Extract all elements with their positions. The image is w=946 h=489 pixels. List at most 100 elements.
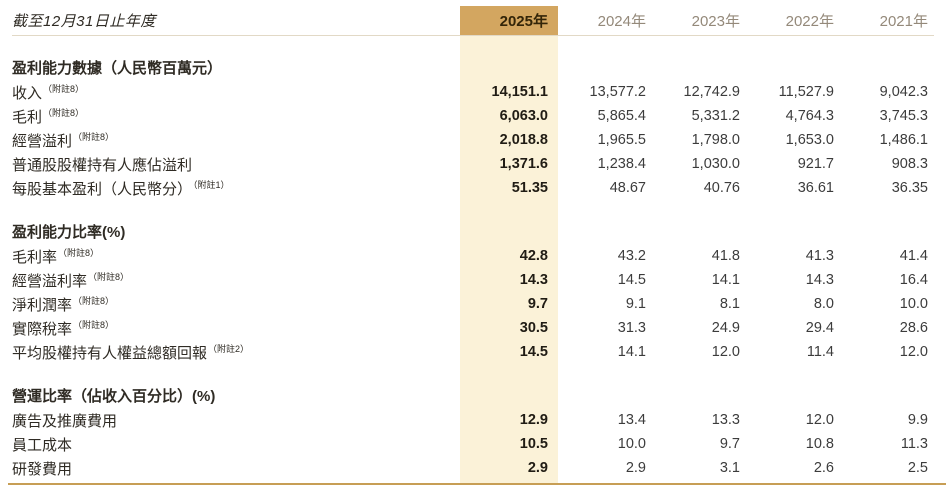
- table-bottom-rule: [8, 483, 946, 485]
- table-header-row: 截至12月31日止年度 2025年 2024年 2023年 2022年 2021…: [12, 6, 934, 36]
- row-label: 經營溢利率（附註8）: [12, 270, 460, 291]
- table-header-period-label: 截至12月31日止年度: [12, 13, 156, 30]
- footnote-ref: （附註8）: [43, 107, 85, 118]
- row-label-text: 實際稅率: [12, 320, 73, 338]
- value-cell: 9.9: [907, 412, 928, 428]
- table-row: 廣告及推廣費用 12.9 13.4 13.3 12.0 9.9: [12, 408, 934, 432]
- table-row: 普通股股權持有人應佔溢利 1,371.6 1,238.4 1,030.0 921.7 90…: [12, 152, 934, 176]
- section-title: 盈利能力比率(%): [12, 223, 126, 241]
- section-title: 盈利能力數據（人民幣百萬元）: [12, 59, 223, 77]
- row-label: 平均股權持有人權益總額回報（附註2）: [12, 342, 460, 363]
- footnote-ref: （附註8）: [43, 83, 85, 94]
- row-label-text: 每股基本盈利（人民幣分）: [12, 180, 193, 198]
- value-cell: 2.9: [527, 460, 548, 476]
- row-label: 淨利潤率（附註8）: [12, 294, 460, 315]
- value-cell: 13.4: [617, 412, 646, 428]
- table-row: 平均股權持有人權益總額回報（附註2） 14.5 14.1 12.0 11.4 12.0: [12, 340, 934, 364]
- value-cell: 14.5: [519, 344, 548, 360]
- section-title-row: 營運比率（佔收入百分比）(%): [12, 382, 934, 408]
- section-title-row: 盈利能力數據（人民幣百萬元）: [12, 54, 934, 80]
- row-label-text: 研發費用: [12, 460, 73, 478]
- footnote-ref: （附註8）: [73, 131, 115, 142]
- value-cell: 1,965.5: [597, 132, 646, 148]
- value-cell: 14.5: [617, 272, 646, 288]
- value-cell: 12.9: [519, 412, 548, 428]
- highlight-column-2025: [460, 6, 558, 483]
- row-label: 收入（附註8）: [12, 82, 460, 103]
- table-header-year-2024: 2024年: [597, 13, 646, 30]
- footnote-ref: （附註2）: [208, 343, 250, 354]
- row-label-text: 淨利潤率: [12, 296, 73, 314]
- row-label: 普通股股權持有人應佔溢利: [12, 154, 460, 175]
- value-cell: 2.5: [907, 460, 928, 476]
- row-label-text: 廣告及推廣費用: [12, 412, 118, 430]
- table-header-year-2025: 2025年: [460, 6, 558, 35]
- value-cell: 5,331.2: [691, 108, 740, 124]
- footnote-ref: （附註1）: [193, 179, 230, 190]
- section-gap: [12, 364, 934, 382]
- value-cell: 40.76: [703, 180, 740, 196]
- value-cell: 36.61: [797, 180, 834, 196]
- value-cell: 9.7: [527, 296, 548, 312]
- value-cell: 6,063.0: [499, 108, 548, 124]
- table-row: 淨利潤率（附註8） 9.7 9.1 8.1 8.0 10.0: [12, 292, 934, 316]
- table-row: 每股基本盈利（人民幣分）（附註1） 51.35 48.67 40.76 36.61 36.…: [12, 176, 934, 200]
- row-label-text: 員工成本: [12, 436, 73, 454]
- value-cell: 14.1: [711, 272, 740, 288]
- value-cell: 10.5: [519, 436, 548, 452]
- value-cell: 9.1: [625, 296, 646, 312]
- row-label-text: 平均股權持有人權益總額回報: [12, 344, 208, 362]
- table-row: 研發費用 2.9 2.9 3.1 2.6 2.5: [12, 456, 934, 480]
- value-cell: 3.1: [719, 460, 740, 476]
- value-cell: 8.1: [719, 296, 740, 312]
- value-cell: 48.67: [609, 180, 646, 196]
- table-row: 員工成本 10.5 10.0 9.7 10.8 11.3: [12, 432, 934, 456]
- table-row: 毛利（附註8） 6,063.0 5,865.4 5,331.2 4,764.3 3,745…: [12, 104, 934, 128]
- value-cell: 41.3: [805, 248, 834, 264]
- table-row: 實際稅率（附註8） 30.5 31.3 24.9 29.4 28.6: [12, 316, 934, 340]
- section-gap: [12, 36, 934, 54]
- value-cell: 9,042.3: [879, 84, 928, 100]
- value-cell: 30.5: [519, 320, 548, 336]
- row-label-text: 毛利: [12, 108, 43, 126]
- row-label: 員工成本: [12, 434, 460, 455]
- section-title: 營運比率（佔收入百分比）(%): [12, 387, 216, 405]
- value-cell: 13.3: [711, 412, 740, 428]
- section-title-row: 盈利能力比率(%): [12, 218, 934, 244]
- section-gap: [12, 200, 934, 218]
- value-cell: 14.3: [519, 272, 548, 288]
- value-cell: 41.8: [711, 248, 740, 264]
- footnote-ref: （附註8）: [73, 319, 115, 330]
- value-cell: 908.3: [891, 156, 928, 172]
- table-row: 經營溢利（附註8） 2,018.8 1,965.5 1,798.0 1,653.0 1,4…: [12, 128, 934, 152]
- value-cell: 51.35: [511, 180, 548, 196]
- table-header-year-2023: 2023年: [691, 13, 740, 30]
- value-cell: 2.6: [813, 460, 834, 476]
- row-label-text: 毛利率: [12, 248, 58, 266]
- value-cell: 9.7: [719, 436, 740, 452]
- row-label-text: 經營溢利率: [12, 272, 88, 290]
- value-cell: 14.3: [805, 272, 834, 288]
- value-cell: 11.3: [900, 436, 928, 452]
- table-header-year-2022: 2022年: [785, 13, 834, 30]
- footnote-ref: （附註8）: [88, 271, 130, 282]
- value-cell: 36.35: [891, 180, 928, 196]
- value-cell: 1,030.0: [691, 156, 740, 172]
- value-cell: 1,371.6: [499, 156, 548, 172]
- value-cell: 11.4: [806, 344, 834, 360]
- value-cell: 11,527.9: [778, 84, 834, 100]
- table-row: 經營溢利率（附註8） 14.3 14.5 14.1 14.3 16.4: [12, 268, 934, 292]
- value-cell: 14,151.1: [491, 84, 548, 100]
- table-row: 毛利率（附註8） 42.8 43.2 41.8 41.3 41.4: [12, 244, 934, 268]
- value-cell: 2,018.8: [499, 132, 548, 148]
- value-cell: 14.1: [617, 344, 646, 360]
- value-cell: 1,486.1: [879, 132, 928, 148]
- value-cell: 10.0: [617, 436, 646, 452]
- row-label-text: 普通股股權持有人應佔溢利: [12, 156, 193, 174]
- value-cell: 1,798.0: [691, 132, 740, 148]
- value-cell: 16.4: [899, 272, 928, 288]
- value-cell: 10.0: [899, 296, 928, 312]
- table-row: 收入（附註8） 14,151.1 13,577.2 12,742.9 11,527.9 9…: [12, 80, 934, 104]
- footnote-ref: （附註8）: [58, 247, 100, 258]
- value-cell: 1,238.4: [597, 156, 646, 172]
